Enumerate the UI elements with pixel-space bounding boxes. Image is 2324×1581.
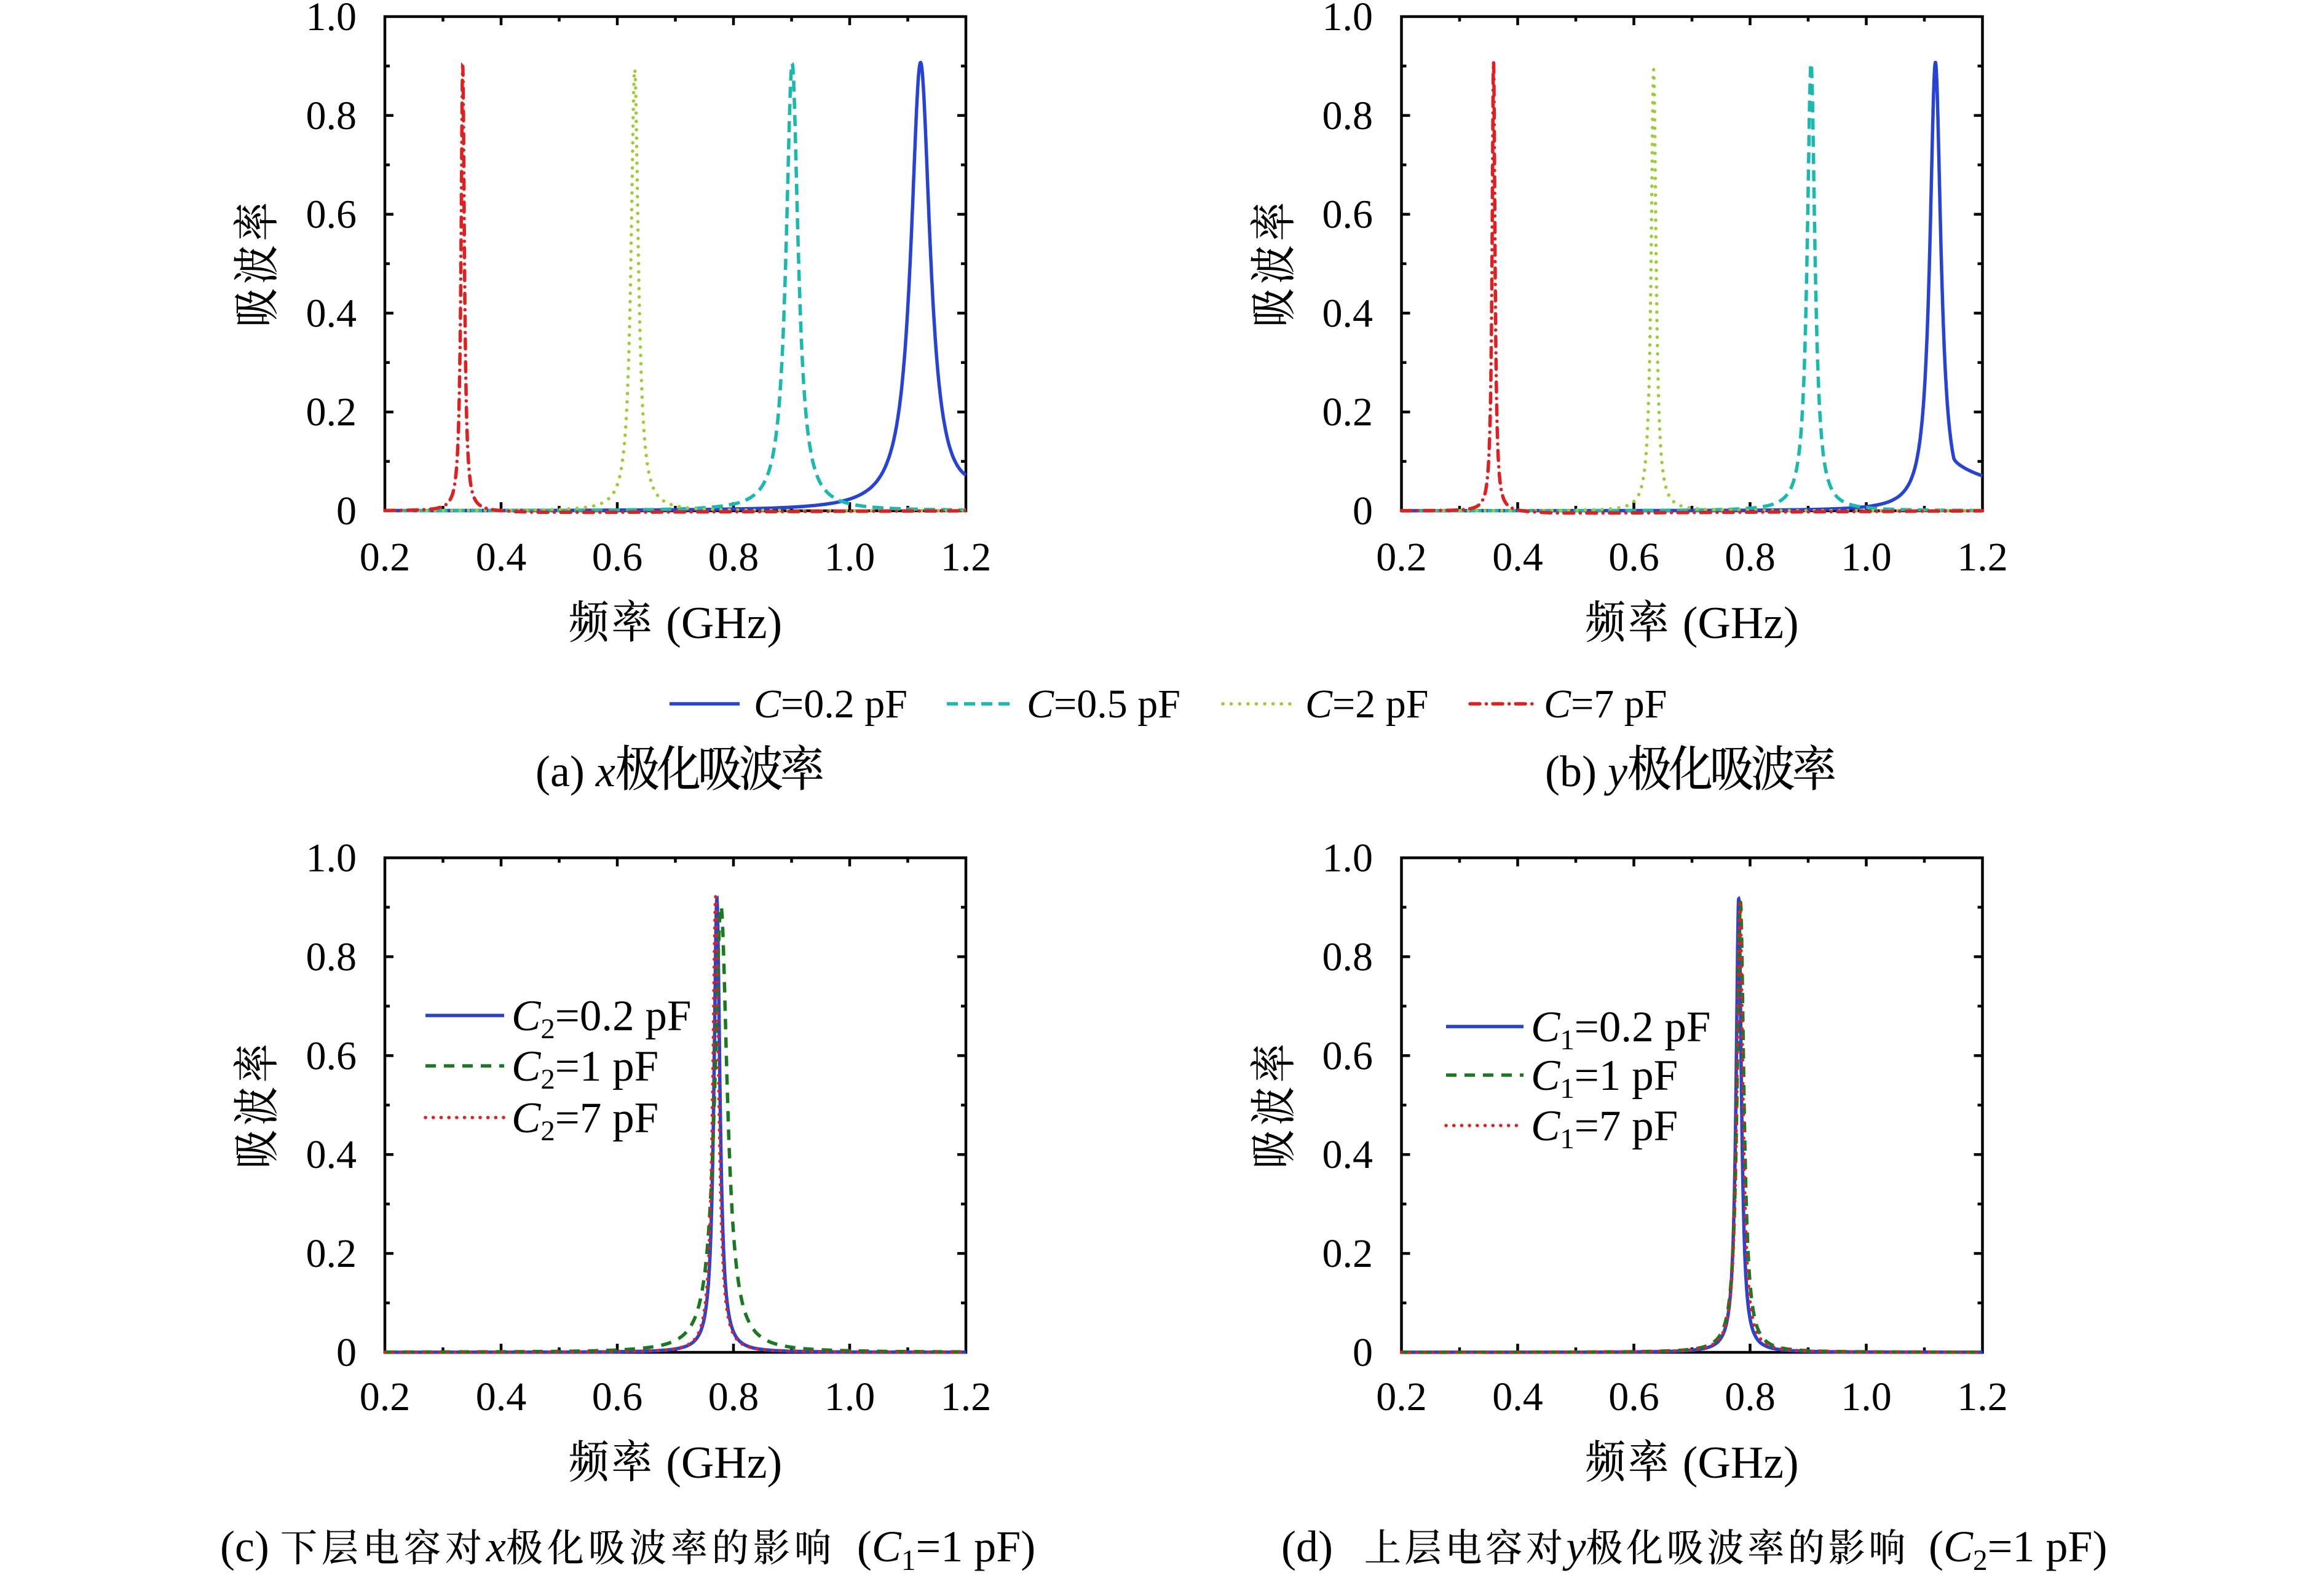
svg-text:0.4: 0.4 [306, 1132, 357, 1177]
svg-text:0.6: 0.6 [1322, 1033, 1373, 1078]
svg-text:1.2: 1.2 [1957, 535, 2008, 580]
svg-text:2: 2 [1973, 1545, 1988, 1577]
svg-text:1.0: 1.0 [306, 0, 357, 39]
svg-text:C: C [872, 1522, 902, 1571]
svg-text:y: y [1562, 1522, 1586, 1571]
svg-text:C: C [1531, 1052, 1561, 1100]
svg-text:1.2: 1.2 [941, 535, 992, 580]
svg-text:=2 pF: =2 pF [1332, 682, 1428, 727]
svg-text:0.2: 0.2 [360, 1374, 411, 1419]
svg-text:C: C [1544, 682, 1571, 727]
svg-text:0: 0 [1353, 1330, 1373, 1375]
svg-text:=1 pF: =1 pF [555, 1043, 658, 1090]
svg-text:=1 pF: =1 pF [1575, 1052, 1678, 1100]
svg-text:0.6: 0.6 [592, 535, 643, 580]
svg-text:1.0: 1.0 [1322, 836, 1373, 881]
svg-text:0.2: 0.2 [1322, 390, 1373, 435]
svg-text:1: 1 [901, 1545, 916, 1577]
svg-text:1: 1 [1560, 1073, 1574, 1105]
svg-text:0.2: 0.2 [306, 1231, 357, 1276]
svg-text:C: C [1943, 1522, 1974, 1571]
svg-text:1.0: 1.0 [306, 836, 357, 881]
svg-text:0.4: 0.4 [1492, 535, 1543, 580]
svg-text:0: 0 [336, 489, 357, 534]
svg-text:x: x [595, 747, 615, 796]
svg-text:C: C [1305, 682, 1333, 727]
svg-text:2: 2 [540, 1115, 555, 1147]
svg-text:=7 pF: =7 pF [555, 1094, 658, 1142]
svg-text:(GHz): (GHz) [666, 1438, 782, 1488]
svg-text:1.0: 1.0 [824, 1374, 875, 1419]
svg-text:0.8: 0.8 [306, 93, 357, 138]
svg-text:=1 pF): =1 pF) [1988, 1522, 2108, 1571]
svg-text:0.6: 0.6 [592, 1374, 643, 1419]
svg-text:0.2: 0.2 [360, 535, 411, 580]
svg-text:0: 0 [336, 1330, 357, 1375]
svg-text:0.4: 0.4 [1492, 1374, 1543, 1419]
svg-text:0.6: 0.6 [1608, 535, 1659, 580]
svg-text:C: C [754, 682, 781, 727]
svg-text:C: C [1027, 682, 1054, 727]
svg-text:1: 1 [1560, 1123, 1574, 1155]
svg-text:0.4: 0.4 [306, 291, 357, 336]
svg-text:(GHz): (GHz) [666, 598, 782, 649]
svg-text:0.8: 0.8 [1725, 535, 1776, 580]
svg-text:1: 1 [1560, 1024, 1574, 1056]
svg-text:C: C [1531, 1102, 1561, 1150]
svg-text:0.8: 0.8 [1725, 1374, 1776, 1419]
svg-text:(: ( [846, 1522, 872, 1571]
svg-text:0: 0 [1353, 489, 1373, 534]
svg-text:(c): (c) [220, 1522, 280, 1571]
svg-text:0.6: 0.6 [1608, 1374, 1659, 1419]
svg-text:C: C [512, 992, 542, 1040]
svg-text:0.8: 0.8 [708, 535, 759, 580]
svg-text:0.8: 0.8 [306, 934, 357, 979]
svg-text:0.8: 0.8 [708, 1374, 759, 1419]
svg-text:(: ( [1918, 1522, 1943, 1571]
svg-text:(GHz): (GHz) [1683, 1438, 1799, 1488]
svg-text:0.8: 0.8 [1322, 93, 1373, 138]
svg-text:0.2: 0.2 [306, 390, 357, 435]
svg-text:0.6: 0.6 [1322, 192, 1373, 237]
svg-text:y: y [1603, 747, 1627, 796]
svg-text:0.8: 0.8 [1322, 934, 1373, 979]
svg-text:1.0: 1.0 [1841, 1374, 1892, 1419]
svg-text:C: C [512, 1094, 542, 1142]
svg-text:0.4: 0.4 [476, 535, 527, 580]
svg-text:1.0: 1.0 [1322, 0, 1373, 39]
svg-text:0.2: 0.2 [1376, 535, 1427, 580]
svg-text:0.2: 0.2 [1376, 1374, 1427, 1419]
svg-text:=0.2 pF: =0.2 pF [781, 682, 907, 727]
svg-text:=7 pF: =7 pF [1571, 682, 1667, 727]
svg-text:=0.5 pF: =0.5 pF [1054, 682, 1180, 727]
svg-text:(b): (b) [1545, 747, 1608, 796]
svg-text:1.2: 1.2 [1957, 1374, 2008, 1419]
svg-text:=7 pF: =7 pF [1575, 1102, 1678, 1150]
svg-text:2: 2 [540, 1013, 555, 1045]
svg-text:(GHz): (GHz) [1683, 598, 1799, 649]
svg-text:0.6: 0.6 [306, 192, 357, 237]
svg-text:=0.2 pF: =0.2 pF [1575, 1003, 1711, 1051]
svg-text:1.0: 1.0 [824, 535, 875, 580]
svg-text:x: x [486, 1522, 506, 1571]
svg-text:1.0: 1.0 [1841, 535, 1892, 580]
svg-text:0.4: 0.4 [476, 1374, 527, 1419]
svg-text:0.2: 0.2 [1322, 1231, 1373, 1276]
svg-text:=0.2 pF: =0.2 pF [555, 992, 692, 1040]
svg-text:1.2: 1.2 [941, 1374, 992, 1419]
svg-text:C: C [512, 1043, 542, 1090]
svg-text:C: C [1531, 1003, 1561, 1051]
svg-text:0.4: 0.4 [1322, 1132, 1373, 1177]
svg-text:(a): (a) [536, 747, 596, 796]
svg-text:0.4: 0.4 [1322, 291, 1373, 336]
svg-text:(d): (d) [1281, 1522, 1344, 1571]
svg-text:=1 pF): =1 pF) [916, 1522, 1036, 1571]
svg-text:2: 2 [540, 1063, 555, 1095]
svg-text:0.6: 0.6 [306, 1033, 357, 1078]
